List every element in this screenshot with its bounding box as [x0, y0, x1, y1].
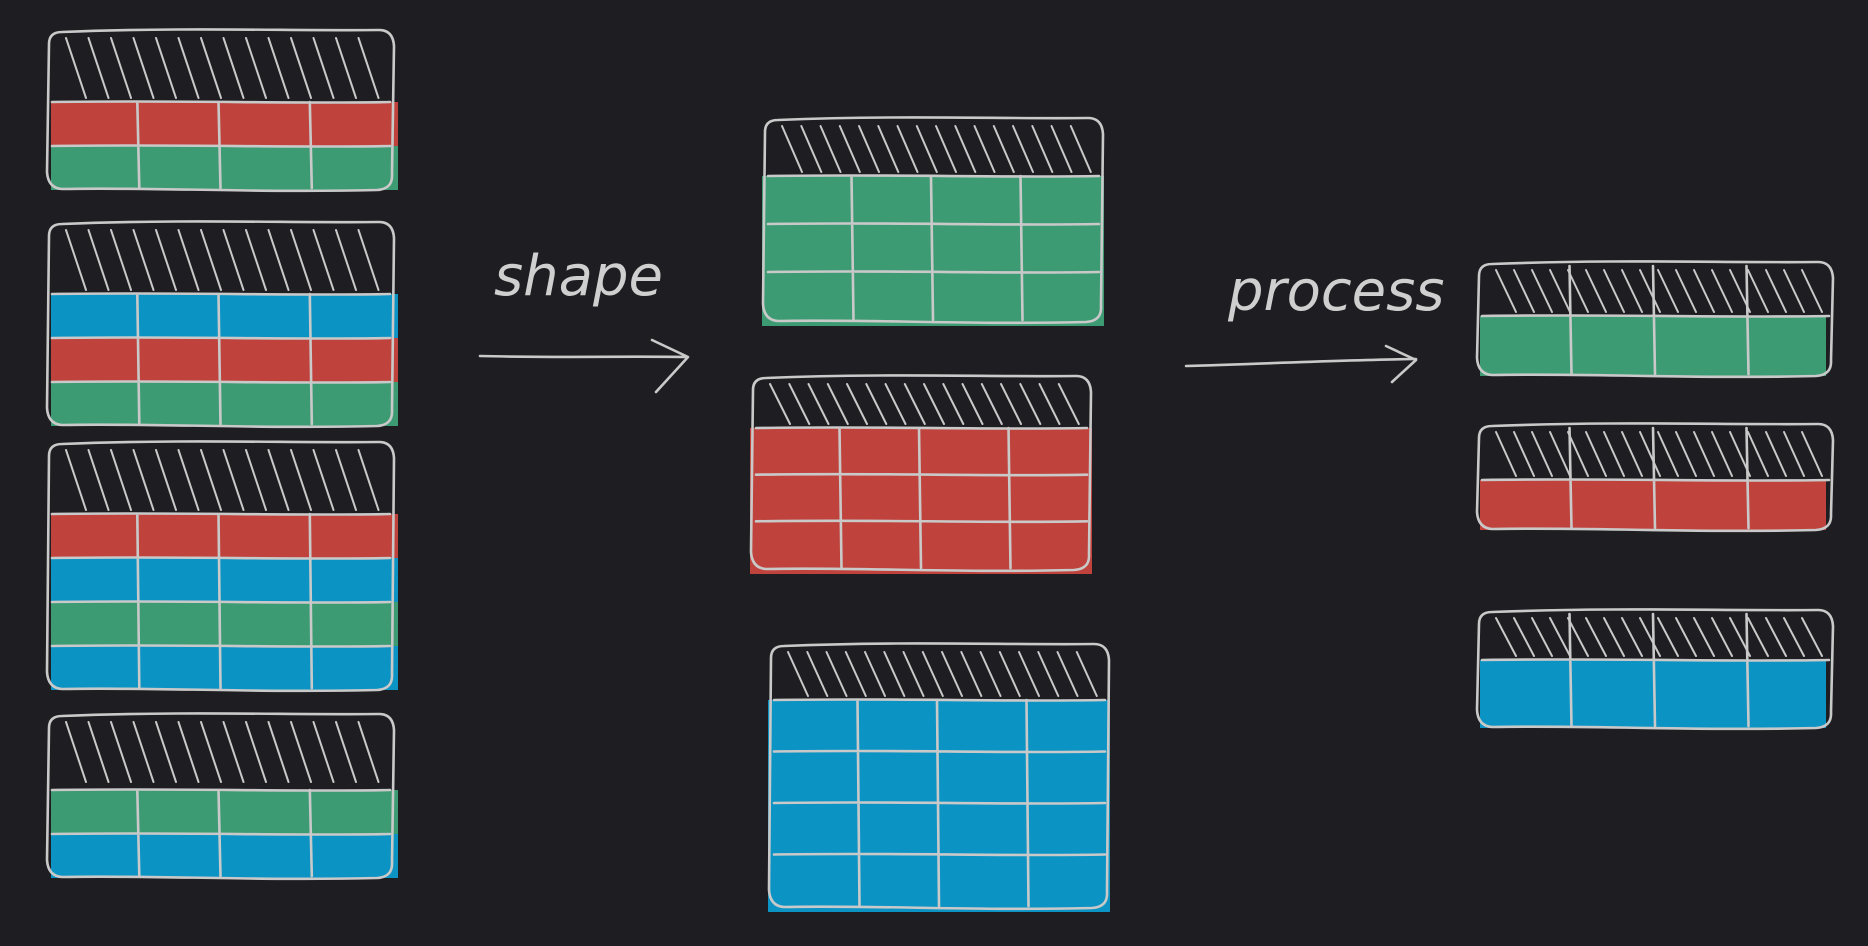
header-hatching — [65, 229, 380, 291]
table-grid-lines — [50, 292, 392, 426]
table-grid-lines — [766, 174, 1101, 322]
input-table — [45, 712, 398, 881]
table-row-blue — [51, 646, 398, 690]
table-grid-lines — [754, 426, 1089, 570]
processed-table-green — [1475, 260, 1835, 379]
table-row-green — [51, 790, 398, 834]
header-hatching — [1495, 617, 1823, 657]
shape-arrow — [478, 338, 690, 394]
table-row-blue — [51, 834, 398, 878]
shaped-table-blue — [767, 642, 1111, 912]
table-outline — [45, 440, 396, 693]
processed-tables-group — [1475, 260, 1835, 731]
input-table — [45, 440, 398, 693]
table-row-green — [51, 382, 398, 426]
table-outline — [767, 642, 1111, 911]
table-row-blue — [51, 294, 398, 338]
table-grid-lines — [1480, 612, 1831, 728]
process-arrow — [1184, 344, 1418, 384]
shaped-tables-group — [749, 116, 1111, 912]
header-hatching — [781, 125, 1092, 173]
header-hatching — [769, 383, 1080, 425]
input-tables-group — [45, 28, 398, 881]
table-row-green — [51, 602, 398, 646]
header-hatching — [1495, 269, 1823, 313]
table-grid-lines — [50, 100, 392, 190]
shaped-table-red — [749, 374, 1093, 574]
table-outline — [761, 116, 1105, 325]
table-outline — [1475, 422, 1835, 533]
table-row-red — [51, 338, 398, 382]
table-grid-lines — [772, 698, 1107, 908]
table-grid-lines — [1480, 264, 1831, 376]
table-outline — [45, 712, 396, 881]
header-hatching — [1495, 431, 1823, 477]
table-grid-lines — [1480, 426, 1831, 530]
table-outline — [1475, 260, 1835, 379]
process-label: process — [1227, 259, 1444, 324]
table-outline — [45, 28, 396, 193]
shape-label: shape — [494, 244, 663, 309]
header-hatching — [65, 449, 380, 511]
table-outline — [1475, 608, 1835, 731]
processed-table-red — [1475, 422, 1835, 533]
table-row-red — [51, 102, 398, 146]
table-outline — [45, 220, 396, 429]
table-outline — [749, 374, 1093, 573]
table-row-red — [51, 514, 398, 558]
input-table — [45, 220, 398, 429]
processed-table-blue — [1475, 608, 1835, 731]
shaped-table-green — [761, 116, 1105, 326]
input-table — [45, 28, 398, 193]
table-row-green — [51, 146, 398, 190]
header-hatching — [787, 651, 1098, 697]
header-hatching — [65, 37, 380, 99]
table-grid-lines — [50, 512, 392, 690]
header-hatching — [65, 721, 380, 783]
table-row-blue — [51, 558, 398, 602]
table-grid-lines — [50, 788, 392, 878]
